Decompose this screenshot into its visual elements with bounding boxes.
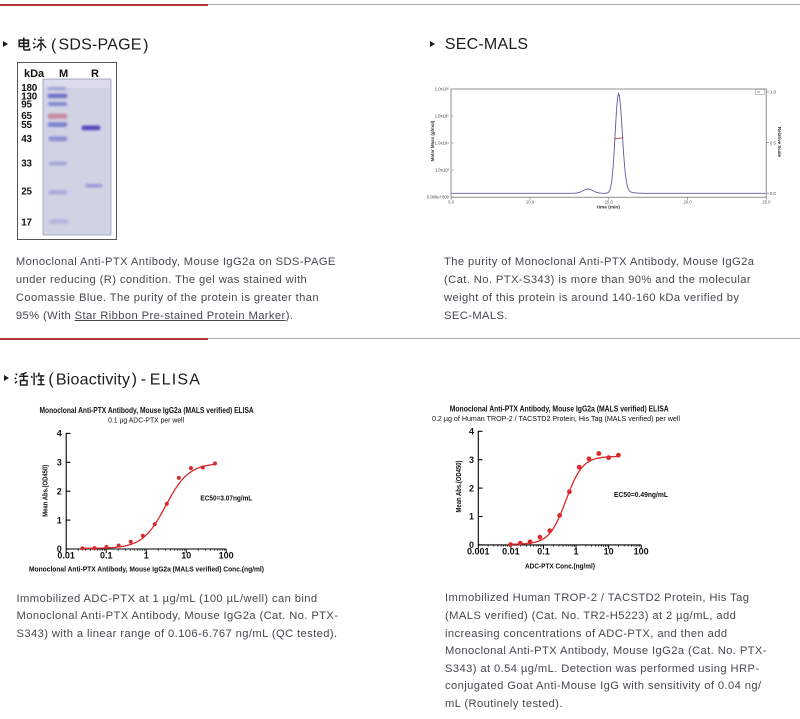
svg-text:130: 130 xyxy=(21,91,37,102)
svg-text:10: 10 xyxy=(604,547,614,557)
svg-text:Monoclonal Anti-PTX Antibody,: Monoclonal Anti-PTX Antibody, Mouse IgG2… xyxy=(29,565,264,574)
svg-text:time (min): time (min) xyxy=(597,205,620,211)
svg-text:33: 33 xyxy=(21,159,32,170)
svg-text:1: 1 xyxy=(573,547,578,557)
svg-text:0.2 µg of Human TROP-2 / TACST: 0.2 µg of Human TROP-2 / TACSTD2 Protein… xyxy=(432,414,680,423)
svg-text:43: 43 xyxy=(21,134,32,145)
svg-text:0: 0 xyxy=(57,544,62,554)
svg-text:0.000e+000: 0.000e+000 xyxy=(427,195,450,200)
svg-text:ADC-PTX Conc.(ng/ml): ADC-PTX Conc.(ng/ml) xyxy=(525,562,595,571)
svg-text:10: 10 xyxy=(181,551,191,561)
svg-text:20.0: 20.0 xyxy=(684,200,693,205)
svg-text:55: 55 xyxy=(21,120,32,131)
svg-text:0.1: 0.1 xyxy=(100,551,113,561)
svg-text:25.0: 25.0 xyxy=(762,200,771,205)
svg-text:Mean Abs.(OD450): Mean Abs.(OD450) xyxy=(41,464,50,516)
svg-text:Mean Abs.(OD450): Mean Abs.(OD450) xyxy=(454,460,463,512)
svg-text:65: 65 xyxy=(21,111,32,122)
svg-text:1.0x10⁵: 1.0x10⁵ xyxy=(435,114,450,119)
svg-text:R: R xyxy=(91,68,99,80)
svg-text:kDa: kDa xyxy=(24,68,45,80)
svg-text:1: 1 xyxy=(144,551,149,561)
svg-text:10.0: 10.0 xyxy=(526,200,535,205)
svg-text:1.0x10⁶: 1.0x10⁶ xyxy=(435,87,450,92)
svg-text:0.1 µg ADC-PTX per well: 0.1 µg ADC-PTX per well xyxy=(108,415,184,424)
svg-text:4: 4 xyxy=(469,427,474,437)
svg-text:95: 95 xyxy=(21,100,32,111)
svg-text:1.0x10⁴: 1.0x10⁴ xyxy=(435,141,450,146)
svg-text:1.0x10³: 1.0x10³ xyxy=(435,168,450,173)
svg-text:Monoclonal Anti-PTX Antibody,: Monoclonal Anti-PTX Antibody, Mouse IgG2… xyxy=(39,406,253,415)
svg-text:0.01: 0.01 xyxy=(57,551,75,561)
svg-text:0.01: 0.01 xyxy=(502,547,520,557)
svg-text:2: 2 xyxy=(57,486,62,496)
svg-text:0: 0 xyxy=(469,540,474,550)
svg-text:1.0: 1.0 xyxy=(770,90,776,95)
svg-text:100: 100 xyxy=(219,551,234,561)
svg-text:EC50=0.49ng/mL: EC50=0.49ng/mL xyxy=(614,490,669,499)
svg-text:4: 4 xyxy=(57,429,62,439)
svg-text:1: 1 xyxy=(469,512,474,522)
svg-text:0.001: 0.001 xyxy=(467,547,490,557)
svg-text:2: 2 xyxy=(469,483,474,493)
svg-text:100: 100 xyxy=(634,547,649,557)
svg-text:5.0: 5.0 xyxy=(448,200,454,205)
svg-text:0.0: 0.0 xyxy=(770,191,776,196)
svg-text:180: 180 xyxy=(21,83,37,94)
svg-text:0.1: 0.1 xyxy=(537,547,550,557)
svg-text:0.5: 0.5 xyxy=(770,140,776,145)
svg-text:1: 1 xyxy=(57,515,62,525)
svg-text:3: 3 xyxy=(57,458,62,468)
svg-text:Monoclonal Anti-PTX Antibody,: Monoclonal Anti-PTX Antibody, Mouse IgG2… xyxy=(450,405,669,414)
svg-text:25: 25 xyxy=(21,186,32,197)
svg-text:15.0: 15.0 xyxy=(605,200,614,205)
svg-text:M: M xyxy=(59,68,68,80)
svg-text:Relative Scale: Relative Scale xyxy=(777,127,782,158)
svg-text:Molar Mass (g/mol): Molar Mass (g/mol) xyxy=(430,120,435,161)
svg-text:3: 3 xyxy=(469,455,474,465)
svg-text:17: 17 xyxy=(21,217,32,228)
svg-text:EC50=3.07ng/mL: EC50=3.07ng/mL xyxy=(200,493,253,502)
